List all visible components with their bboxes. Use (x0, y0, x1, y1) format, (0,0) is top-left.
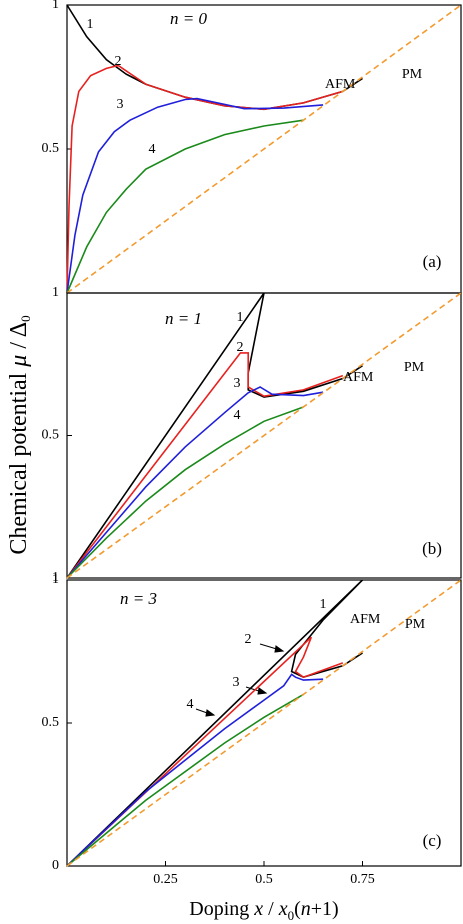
curve-label: PM (402, 67, 423, 82)
curve (66, 386, 324, 579)
curve (66, 64, 344, 294)
axis-title-part: / Δ (6, 322, 32, 355)
x-tick-label: 0.25 (153, 872, 178, 887)
curve (66, 636, 344, 867)
arrow-head (205, 709, 216, 717)
curve-label: 2 (237, 340, 244, 355)
curve-label: 2 (245, 632, 252, 647)
panel-label: (b) (422, 539, 442, 558)
y-tick-label: 0.5 (42, 428, 60, 443)
curve-label: 3 (234, 376, 241, 391)
curve-label: 4 (187, 697, 194, 712)
curve (66, 693, 304, 867)
annotation: AFM (350, 612, 381, 627)
axis-title-part: +1) (311, 898, 339, 920)
curve-label: 3 (117, 97, 124, 112)
curve (66, 97, 324, 294)
curve-label: 2 (115, 54, 122, 69)
axis-title-part: μ (6, 355, 32, 368)
y-tick-label: 1 (52, 570, 59, 585)
x-tick-label: 0.75 (350, 872, 375, 887)
curve (66, 4, 363, 111)
curve (66, 119, 304, 294)
axis-title-part: 0 (18, 315, 33, 322)
curve-label: 4 (234, 408, 241, 423)
panel-label: (a) (423, 252, 442, 271)
y-tick-label: 1 (52, 572, 59, 587)
y-tick-label: 0.5 (42, 141, 60, 156)
pm-line (66, 4, 462, 294)
arrow-head (257, 687, 268, 695)
axis-title-part: x (278, 898, 288, 920)
y-axis-title: Chemical potential μ / Δ0 (6, 315, 34, 554)
axis-title-part: ( (294, 898, 301, 920)
x-tick-label: 0.5 (255, 872, 273, 887)
y-tick-label: 0 (52, 858, 59, 873)
panel-title: n = 1 (165, 309, 202, 328)
curve-label: PM (404, 360, 425, 375)
axis-title-part: x (253, 898, 263, 920)
y-tick-label: 1 (52, 0, 59, 12)
axis-title-part: / (263, 898, 279, 920)
curve (66, 352, 344, 579)
panel-label: (c) (423, 831, 442, 850)
curve (66, 579, 364, 867)
annotation: AFM (325, 77, 356, 92)
axis-title-part: Doping (189, 898, 254, 920)
y-tick-label: 1 (52, 285, 59, 300)
annotation: AFM (343, 370, 374, 385)
pm-line (66, 292, 462, 579)
axis-title-part: n (301, 898, 311, 920)
y-tick-label: 0.5 (42, 715, 60, 730)
curve-label: 1 (87, 17, 94, 32)
panel-title: n = 0 (170, 9, 207, 28)
curve-label: 3 (233, 675, 240, 690)
curve-label: 4 (149, 142, 156, 157)
curve-label: 1 (237, 310, 244, 325)
axis-title-part: 0 (288, 908, 295, 923)
arrows (195, 643, 285, 717)
curve (66, 673, 324, 867)
x-axis-title: Doping x / x0(n+1) (189, 898, 338, 924)
pm-line (66, 579, 462, 867)
panel-title: n = 3 (120, 589, 157, 608)
curve (66, 292, 363, 579)
curve-label: 1 (320, 597, 327, 612)
curve-label: PM (405, 617, 426, 632)
curve (66, 406, 304, 579)
arrow-head (274, 645, 285, 653)
axis-title-part: Chemical potential (6, 367, 32, 555)
